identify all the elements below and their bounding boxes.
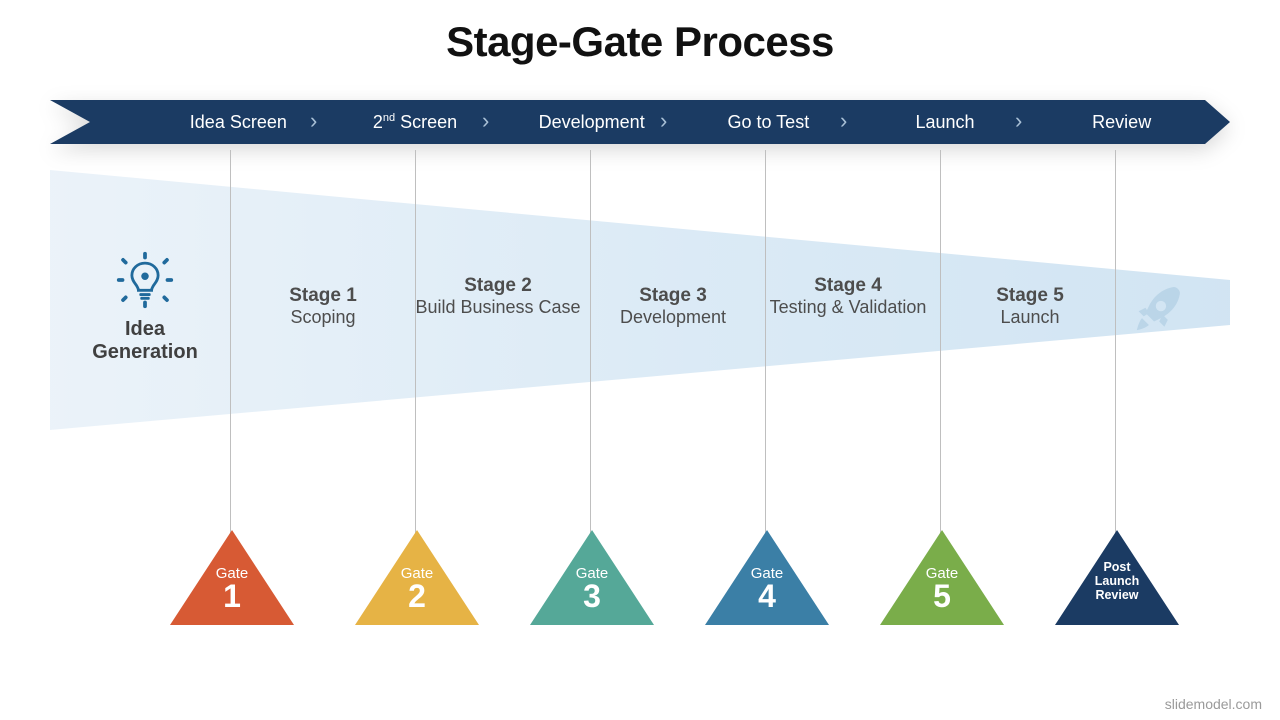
stage-3-desc: Development [583,307,763,328]
stage-2-desc: Build Business Case [408,297,588,318]
gates-row: Gate1 Gate2 Gate3 Gate4 Gate5 Post Launc… [0,530,1280,650]
gate-5: Gate5 [880,530,1004,625]
stage-1-desc: Scoping [233,307,413,328]
ribbon-labels: Idea Screen 2nd Screen Development Go to… [150,100,1210,144]
idea-generation-block: Idea Generation [60,250,230,364]
ribbon-item-idea-screen: Idea Screen [150,112,327,133]
process-ribbon: Idea Screen 2nd Screen Development Go to… [50,100,1230,144]
stage-4-title: Stage 4 [758,275,938,297]
ribbon-item-review: Review [1033,112,1210,133]
lightbulb-icon [115,250,175,310]
stage-4: Stage 4 Testing & Validation [758,275,938,318]
idea-label-line1: Idea [60,318,230,341]
stage-2: Stage 2 Build Business Case [408,275,588,318]
ribbon-item-2nd-screen: 2nd Screen [327,112,504,133]
stage-5: Stage 5 Launch [940,285,1120,328]
gate-3: Gate3 [530,530,654,625]
stage-3: Stage 3 Development [583,285,763,328]
ribbon-item-launch: Launch [857,112,1034,133]
post-launch-review: Post Launch Review [1055,530,1179,625]
ribbon-item-go-to-test: Go to Test [680,112,857,133]
slide: Stage-Gate Process Idea Screen 2nd Scree… [0,0,1280,720]
stage-1: Stage 1 Scoping [233,285,413,328]
gate-4: Gate4 [705,530,829,625]
rocket-icon [1130,282,1185,342]
stage-4-desc: Testing & Validation [758,297,938,318]
stage-1-title: Stage 1 [233,285,413,307]
gate-1: Gate1 [170,530,294,625]
stage-5-title: Stage 5 [940,285,1120,307]
stage-5-desc: Launch [940,307,1120,328]
idea-label-line2: Generation [60,341,230,364]
slide-title: Stage-Gate Process [0,18,1280,66]
ribbon-item-development: Development [503,112,680,133]
stage-2-title: Stage 2 [408,275,588,297]
stage-3-title: Stage 3 [583,285,763,307]
gate-2: Gate2 [355,530,479,625]
attribution-text: slidemodel.com [1165,696,1262,712]
